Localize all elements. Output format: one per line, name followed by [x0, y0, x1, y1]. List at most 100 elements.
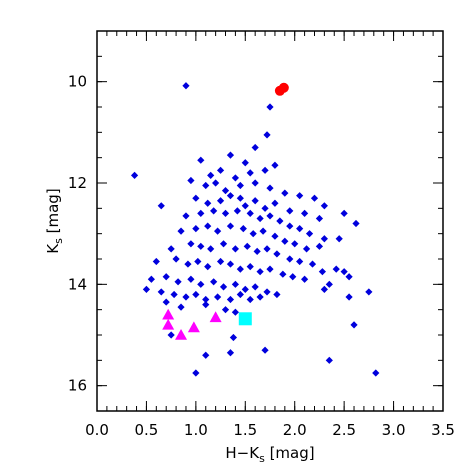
- diamond-marker: [184, 260, 192, 268]
- diamond-marker: [286, 207, 294, 215]
- y-tick-label: 10: [68, 73, 87, 91]
- diamond-marker: [352, 219, 360, 228]
- triangle-marker: [187, 321, 200, 333]
- square-marker: [238, 312, 252, 326]
- x-tick-label: 3.5: [431, 421, 455, 439]
- diamond-marker: [231, 245, 239, 253]
- x-tick-label: 0.5: [134, 421, 158, 439]
- diamond-marker: [177, 227, 185, 235]
- diamond-marker: [157, 288, 165, 296]
- diamond-marker: [210, 278, 218, 286]
- diamond-marker: [221, 209, 230, 217]
- diamond-marker: [241, 202, 249, 210]
- diamond-marker: [197, 209, 205, 217]
- diamond-marker: [202, 295, 210, 304]
- diamond-marker: [162, 298, 170, 306]
- diamond-marker: [152, 257, 160, 266]
- diamond-marker: [251, 179, 259, 187]
- diamond-marker: [174, 278, 182, 286]
- diamond-marker: [246, 169, 254, 177]
- diamond-marker: [340, 209, 348, 217]
- diamond-marker: [281, 237, 289, 245]
- diamond-marker: [271, 232, 279, 240]
- diamond-marker: [204, 199, 212, 207]
- diamond-marker: [172, 255, 180, 263]
- diamond-marker: [236, 181, 244, 190]
- diamond-marker: [226, 151, 235, 159]
- diamond-marker: [162, 273, 170, 281]
- diamond-marker: [231, 174, 239, 182]
- diamond-marker: [231, 280, 239, 288]
- diamond-marker: [194, 257, 202, 266]
- diamond-marker: [197, 280, 205, 288]
- diamond-marker: [263, 131, 271, 139]
- diamond-marker: [266, 265, 274, 273]
- x-tick-label: 3.0: [382, 421, 406, 439]
- diamond-marker: [229, 333, 238, 342]
- y-tick-label: 14: [68, 275, 87, 293]
- data-markers: [130, 82, 380, 377]
- x-tick-label: 1.0: [184, 421, 208, 439]
- diamond-marker: [253, 247, 261, 255]
- diamond-marker: [325, 280, 333, 288]
- diamond-marker: [167, 331, 175, 339]
- diamond-marker: [301, 275, 309, 283]
- diamond-marker: [214, 293, 222, 301]
- diamond-marker: [187, 240, 195, 248]
- diamond-marker: [243, 242, 251, 250]
- x-tick-label: 2.0: [283, 421, 307, 439]
- x-tick-label: 0.0: [85, 421, 109, 439]
- diamond-marker: [239, 225, 247, 233]
- diamond-marker: [202, 301, 210, 309]
- diamond-marker: [302, 245, 311, 253]
- diamond-marker: [256, 293, 264, 301]
- diamond-marker: [279, 270, 287, 278]
- diamond-marker: [241, 285, 249, 293]
- diamond-marker: [291, 240, 299, 248]
- diamond-marker: [219, 283, 228, 291]
- diamond-marker: [256, 214, 264, 223]
- diamond-marker: [315, 242, 324, 250]
- diamond-marker: [320, 235, 328, 243]
- diamond-marker: [276, 217, 284, 225]
- triangle-marker: [175, 329, 188, 340]
- diamond-marker: [365, 288, 373, 296]
- diamond-marker: [177, 303, 185, 311]
- diamond-marker: [246, 295, 254, 304]
- diamond-marker: [266, 212, 274, 220]
- diamond-marker: [308, 260, 317, 268]
- diamond-marker: [320, 285, 328, 293]
- diamond-marker: [197, 156, 205, 164]
- diamond-marker: [273, 290, 281, 299]
- diamond-marker: [219, 240, 228, 248]
- diamond-marker: [216, 257, 225, 266]
- diamond-marker: [350, 321, 358, 329]
- tick-labels: 0.0 0.5 1.0 1.5 2.0 2.5 3.0 3.5 10 12 14 16: [68, 73, 455, 439]
- diamond-marker: [192, 290, 200, 299]
- y-tick-label: 16: [68, 377, 87, 395]
- diamond-marker: [207, 245, 215, 253]
- diamond-marker: [251, 143, 259, 152]
- diamond-marker: [271, 199, 279, 207]
- diamond-marker: [271, 161, 279, 169]
- diamond-marker: [192, 194, 200, 202]
- diamond-marker: [241, 159, 249, 167]
- diamond-marker: [226, 192, 235, 200]
- triangle-marker: [209, 311, 222, 323]
- x-axis-label: H−Ks [mag]: [225, 444, 314, 465]
- diamond-marker: [345, 293, 353, 301]
- diamond-marker: [210, 207, 218, 215]
- diamond-marker: [170, 290, 178, 299]
- diamond-marker: [340, 268, 348, 276]
- diamond-marker: [182, 293, 190, 301]
- diamond-marker: [251, 283, 259, 291]
- diamond-marker: [281, 189, 289, 197]
- diamond-marker: [182, 212, 190, 220]
- diamond-marker: [246, 263, 254, 271]
- diamond-marker: [226, 222, 235, 230]
- diamond-marker: [236, 194, 244, 202]
- diamond-marker: [192, 369, 200, 377]
- triangle-marker: [162, 318, 175, 330]
- diamond-marker: [142, 285, 151, 293]
- diamond-marker: [207, 171, 215, 179]
